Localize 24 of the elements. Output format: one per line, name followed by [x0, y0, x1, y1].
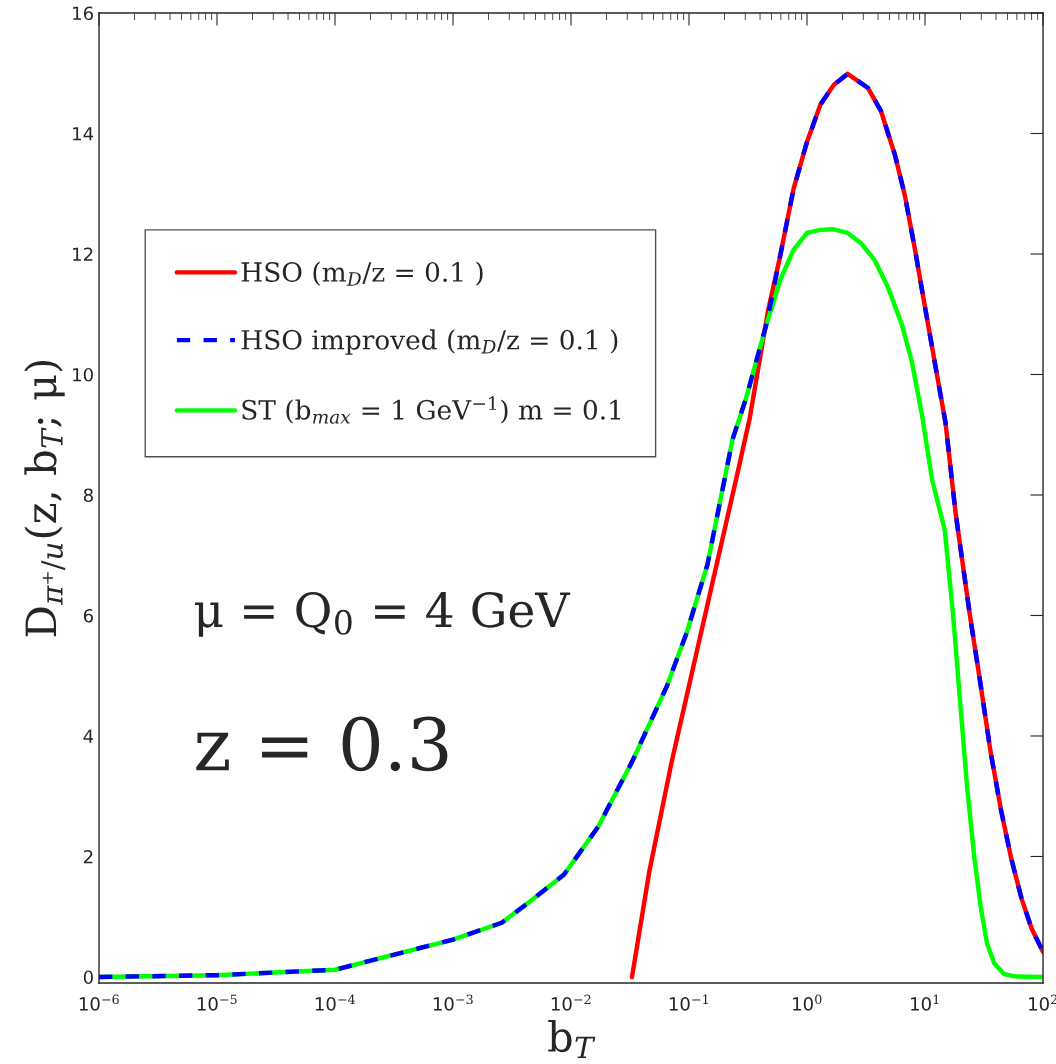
y-axis-title: D$_{π⁺/u}$(z, b$_{T}$; μ): [24, 360, 66, 637]
legend-label: HSO (m$_{D}$/z = 0.1 ): [241, 261, 483, 286]
y-tick-label: 8: [83, 488, 93, 503]
x-tick-label: 10$^{−6}$: [79, 994, 119, 1011]
y-tick-label: 0: [83, 970, 93, 985]
x-tick-label: 10$^{−3}$: [433, 994, 473, 1011]
y-tick-label: 10: [73, 367, 93, 382]
y-tick-label: 4: [83, 729, 94, 743]
x-tick-label: 10$^{1}$: [911, 994, 939, 1011]
x-tick-label: 10$^{−1}$: [669, 994, 708, 1011]
x-tick-label: 10$^{−5}$: [197, 994, 237, 1011]
x-tick-label: 10$^{−4}$: [315, 994, 356, 1011]
annotation: μ = Q$_{0}$ = 4 GeV: [195, 591, 571, 637]
y-tick-label: 12: [73, 247, 93, 261]
y-tick-label: 14: [73, 127, 94, 141]
y-tick-label: 16: [73, 6, 93, 21]
x-tick-label: 10$^{−2}$: [551, 994, 591, 1011]
y-tick-label: 2: [83, 849, 93, 864]
y-tick-label: 6: [83, 608, 93, 623]
legend-label: ST (b$_{max}$ = 1 GeV$^{−1}$) m = 0.1: [242, 396, 621, 424]
x-axis-title: b$_{T}$: [548, 1019, 596, 1059]
legend-label: HSO improved (m$_{D}$/z = 0.1 ): [241, 329, 618, 355]
x-tick-label: 10$^{0}$: [793, 994, 822, 1011]
annotation: z = 0.3: [196, 716, 448, 772]
